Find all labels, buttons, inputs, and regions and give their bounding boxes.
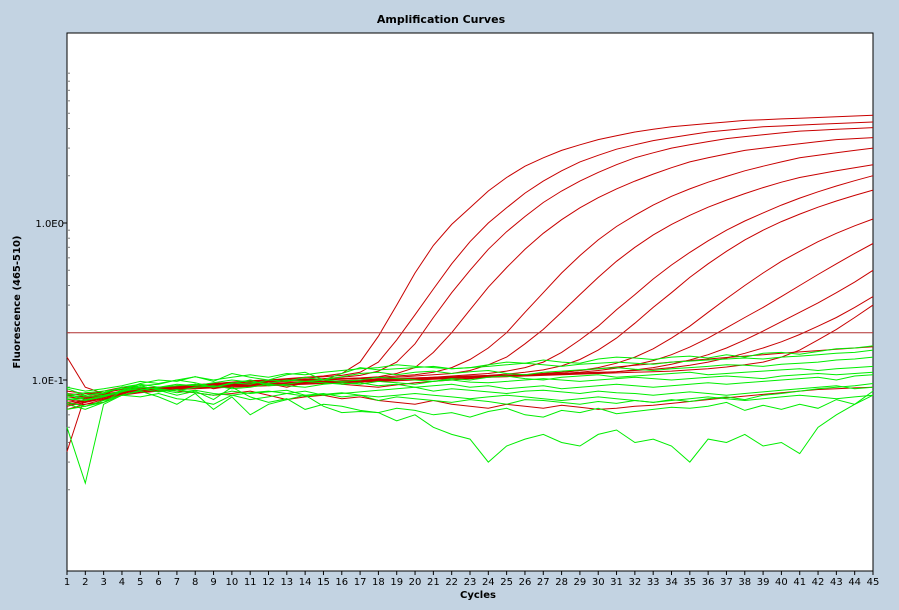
- amplification-curve: [66, 385, 874, 410]
- x-tick-label: 19: [390, 577, 403, 588]
- amplification-curve: [66, 371, 874, 402]
- amplification-curve: [66, 383, 874, 405]
- chart-title: Amplification Curves: [377, 13, 506, 26]
- x-tick-label: 18: [372, 577, 385, 588]
- amplification-curve: [66, 269, 874, 405]
- x-tick-label: 8: [192, 577, 198, 588]
- amplification-curve: [66, 374, 874, 396]
- x-tick-label: 5: [137, 577, 143, 588]
- x-tick-label: 27: [537, 577, 550, 588]
- x-tick-label: 42: [812, 577, 825, 588]
- x-tick-label: 45: [867, 577, 880, 588]
- plot-area: [66, 32, 874, 572]
- x-tick-label: 29: [574, 577, 587, 588]
- y-tick-label: 1.0E-1: [32, 376, 64, 387]
- x-tick-label: 41: [793, 577, 806, 588]
- x-tick-label: 39: [757, 577, 770, 588]
- x-tick-label: 21: [427, 577, 440, 588]
- x-tick-label: 11: [244, 577, 257, 588]
- x-tick-label: 33: [647, 577, 660, 588]
- x-tick-label: 23: [464, 577, 477, 588]
- x-tick-label: 26: [519, 577, 532, 588]
- x-tick-label: 31: [610, 577, 623, 588]
- x-tick-label: 40: [775, 577, 788, 588]
- x-tick-label: 3: [100, 577, 106, 588]
- x-tick-label: 13: [280, 577, 293, 588]
- x-tick-label: 12: [262, 577, 275, 588]
- x-tick-label: 22: [445, 577, 458, 588]
- x-tick-label: 2: [82, 577, 88, 588]
- x-tick-label: 4: [119, 577, 125, 588]
- x-tick-label: 7: [174, 577, 180, 588]
- x-axis-ticks: 1 2 3 4 5 6 7 8 9 10 11 12 13 14 15 16 17 18 19 20 21 22 23 24 2…: [64, 571, 880, 588]
- x-tick-label: 44: [848, 577, 861, 588]
- x-tick-label: 25: [500, 577, 513, 588]
- amplification-curve: [66, 349, 874, 392]
- y-axis-ticks: 1.0E0 1.0E-1: [32, 219, 67, 387]
- x-tick-label: 36: [702, 577, 715, 588]
- x-tick-label: 15: [317, 577, 330, 588]
- x-tick-label: 43: [830, 577, 843, 588]
- x-tick-label: 17: [354, 577, 367, 588]
- amplification-curve: [66, 390, 874, 486]
- x-tick-label: 14: [299, 577, 312, 588]
- x-tick-label: 6: [155, 577, 161, 588]
- x-tick-label: 16: [335, 577, 348, 588]
- y-tick-label: 1.0E0: [35, 219, 64, 230]
- x-tick-label: 35: [683, 577, 696, 588]
- x-tick-label: 20: [409, 577, 422, 588]
- x-tick-label: 1: [64, 577, 70, 588]
- x-tick-label: 37: [720, 577, 733, 588]
- y-axis-label: Fluorescence (465-510): [12, 236, 23, 369]
- x-axis-label: Cycles: [460, 590, 496, 601]
- x-tick-label: 30: [592, 577, 605, 588]
- amplification-curve: [66, 386, 874, 403]
- x-tick-label: 34: [665, 577, 678, 588]
- x-tick-label: 28: [555, 577, 568, 588]
- series-group: [66, 114, 874, 486]
- x-tick-label: 10: [225, 577, 238, 588]
- x-tick-label: 9: [210, 577, 216, 588]
- x-tick-label: 24: [482, 577, 495, 588]
- x-tick-label: 32: [628, 577, 641, 588]
- x-tick-label: 38: [738, 577, 751, 588]
